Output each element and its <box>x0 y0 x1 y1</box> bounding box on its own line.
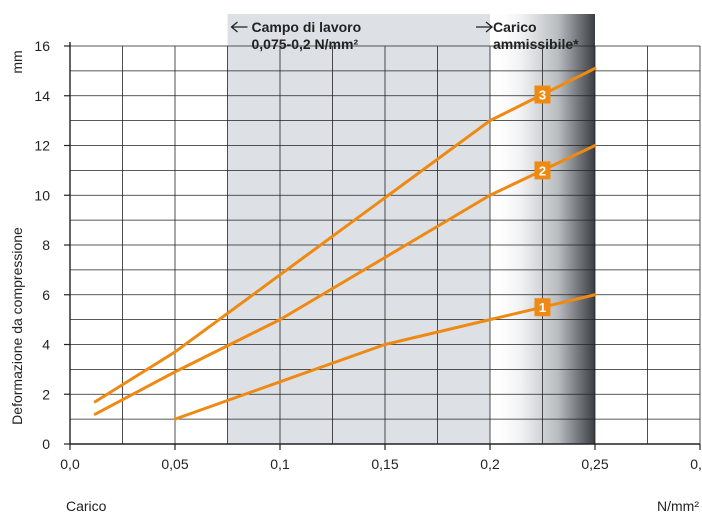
series-badge-1 <box>534 298 551 317</box>
y-tick-label: 8 <box>42 237 50 253</box>
x-tick-label: 0,1 <box>270 456 290 472</box>
y-axis-unit: mm <box>9 50 25 73</box>
admissible-load-annotation: Carico ammissibile* <box>476 19 579 52</box>
series-badge-label-3: 3 <box>539 88 546 103</box>
y-tick-label: 12 <box>34 138 50 154</box>
y-tick-label: 6 <box>42 287 50 303</box>
admissible-load-label-2: ammissibile* <box>493 36 579 52</box>
series-badge-label-1: 1 <box>539 300 546 315</box>
grid <box>69 45 701 445</box>
y-tick-label: 14 <box>34 88 50 104</box>
right-arrow-icon <box>476 21 494 33</box>
series-badge-2 <box>534 161 551 180</box>
x-tick-label: 0,25 <box>581 456 608 472</box>
series-badges: 1 2 3 <box>534 85 551 317</box>
working-range-label-1: Campo di lavoro <box>252 19 362 35</box>
y-axis-title: Deformazione da compressione <box>9 227 25 425</box>
x-axis-title: Carico <box>66 498 107 514</box>
series-badge-3 <box>534 85 551 104</box>
series-line-3 <box>93 66 597 404</box>
left-arrow-icon <box>230 21 248 33</box>
y-tick-label: 16 <box>34 38 50 54</box>
series-badge-label-2: 2 <box>539 163 546 178</box>
y-tick-label: 10 <box>34 187 50 203</box>
x-axis-unit: N/mm² <box>657 498 699 514</box>
working-range-band <box>227 14 490 444</box>
series-lines <box>93 66 597 421</box>
x-tick-label: 0,15 <box>371 456 398 472</box>
axes <box>64 42 701 450</box>
x-tick-label: 0,0 <box>60 456 80 472</box>
y-tick-label: 2 <box>42 386 50 402</box>
series-line-2 <box>93 144 597 416</box>
admissible-load-label-1: Carico <box>493 19 537 35</box>
x-tick-label: 0,3 <box>690 456 702 472</box>
x-tick-label: 0,05 <box>161 456 188 472</box>
x-tick-label: 0,2 <box>480 456 500 472</box>
working-range-label-2: 0,075-0,2 N/mm² <box>252 36 359 52</box>
y-tick-label: 0 <box>42 436 50 452</box>
y-tick-label: 4 <box>42 337 50 353</box>
working-range-annotation: Campo di lavoro 0,075-0,2 N/mm² <box>230 19 362 52</box>
series-line-1 <box>173 293 597 421</box>
